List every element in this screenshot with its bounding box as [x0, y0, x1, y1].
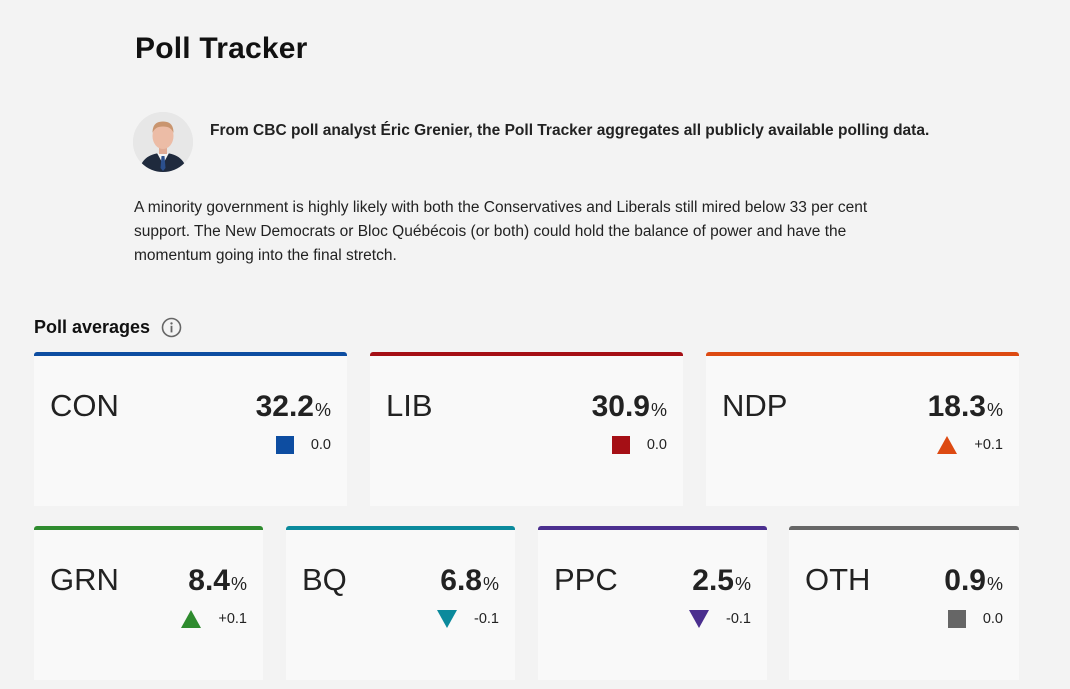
person-portrait-icon — [133, 112, 193, 172]
poll-averages-heading: Poll averages — [34, 314, 182, 340]
party-change: 0.0 — [611, 434, 667, 456]
analyst-intro: From CBC poll analyst Éric Grenier, the … — [133, 112, 929, 174]
party-percent-value: 0.9 — [944, 564, 986, 597]
party-percent-value: 2.5 — [692, 564, 734, 597]
party-percent: 18.3% — [928, 388, 1003, 429]
party-card-bq[interactable]: BQ 6.8% -0.1 — [286, 526, 515, 680]
party-change: 0.0 — [275, 434, 331, 456]
party-abbr: NDP — [722, 388, 788, 423]
percent-sign: % — [650, 400, 667, 420]
party-percent-value: 32.2 — [255, 390, 314, 423]
party-card-ppc[interactable]: PPC 2.5% -0.1 — [538, 526, 767, 680]
party-abbr: CON — [50, 388, 119, 423]
party-change-value: -0.1 — [474, 611, 499, 627]
party-card-ndp[interactable]: NDP 18.3% +0.1 — [706, 352, 1019, 506]
party-change-value: 0.0 — [646, 437, 667, 453]
party-change-value: 0.0 — [310, 437, 331, 453]
page-title: Poll Tracker — [135, 32, 308, 65]
trend-flat-icon — [275, 436, 294, 454]
party-change-value: +0.1 — [974, 437, 1003, 453]
party-abbr: OTH — [805, 562, 871, 597]
trend-up-icon — [181, 610, 202, 628]
party-percent-value: 18.3 — [927, 390, 986, 423]
party-percent-value: 30.9 — [591, 390, 650, 423]
percent-sign: % — [230, 574, 247, 594]
percent-sign: % — [482, 574, 499, 594]
party-abbr: PPC — [554, 562, 618, 597]
party-card-lib[interactable]: LIB 30.9% 0.0 — [370, 352, 683, 506]
analyst-intro-text: From CBC poll analyst Éric Grenier, the … — [210, 122, 930, 139]
party-percent: 30.9% — [592, 388, 667, 429]
party-percent-value: 6.8 — [440, 564, 482, 597]
trend-down-icon — [689, 610, 709, 628]
party-change: +0.1 — [937, 434, 1003, 456]
party-abbr: LIB — [386, 388, 433, 423]
party-percent: 32.2% — [256, 388, 331, 429]
trend-up-icon — [937, 436, 958, 454]
party-percent: 0.9% — [944, 562, 1003, 603]
party-percent-value: 8.4 — [188, 564, 230, 597]
party-card-con[interactable]: CON 32.2% 0.0 — [34, 352, 347, 506]
trend-flat-icon — [947, 610, 966, 628]
summary-text: A minority government is highly likely w… — [134, 199, 868, 264]
party-change-value: +0.1 — [218, 611, 247, 627]
percent-sign: % — [734, 574, 751, 594]
party-change-value: -0.1 — [726, 611, 751, 627]
percent-sign: % — [986, 574, 1003, 594]
party-change: +0.1 — [181, 608, 247, 630]
party-percent: 6.8% — [440, 562, 499, 603]
party-card-oth[interactable]: OTH 0.9% 0.0 — [789, 526, 1019, 680]
analyst-avatar — [133, 112, 193, 172]
party-percent: 8.4% — [188, 562, 247, 603]
poll-averages-title: Poll averages — [34, 317, 151, 337]
trend-down-icon — [437, 610, 457, 628]
info-icon[interactable] — [161, 317, 182, 338]
trend-flat-icon — [611, 436, 630, 454]
party-change: -0.1 — [689, 608, 751, 630]
party-abbr: BQ — [302, 562, 347, 597]
party-card-grn[interactable]: GRN 8.4% +0.1 — [34, 526, 263, 680]
percent-sign: % — [314, 400, 331, 420]
party-change: -0.1 — [437, 608, 499, 630]
party-change-value: 0.0 — [982, 611, 1003, 627]
party-abbr: GRN — [50, 562, 119, 597]
party-change: 0.0 — [947, 608, 1003, 630]
percent-sign: % — [986, 400, 1003, 420]
party-percent: 2.5% — [692, 562, 751, 603]
